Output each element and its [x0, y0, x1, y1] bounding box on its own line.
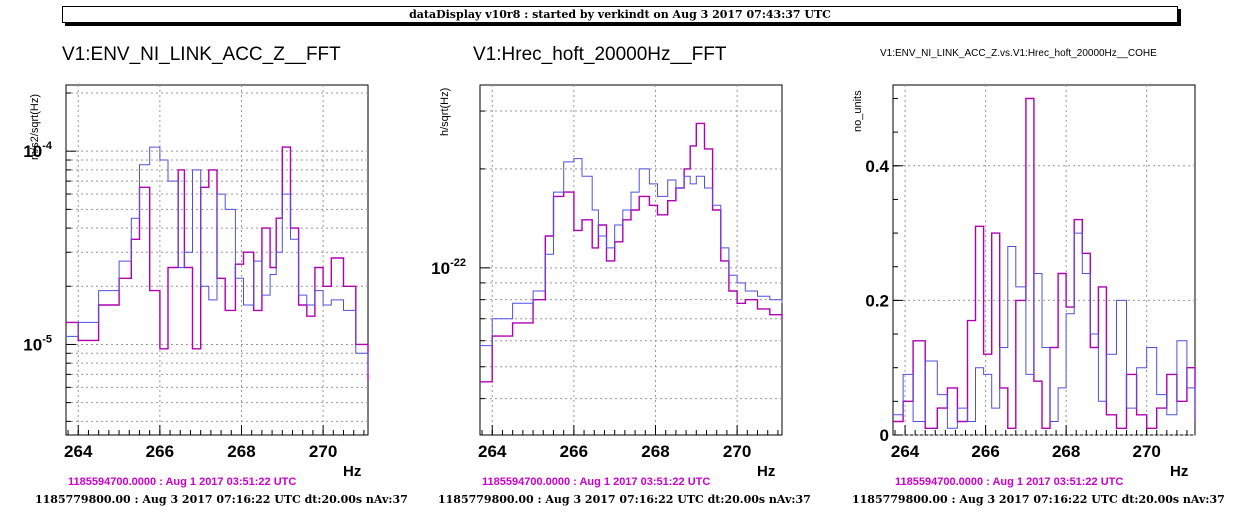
panel-2-x-unit: Hz [757, 463, 775, 480]
panel-2-y-tick-label: 10-22 [431, 257, 466, 278]
panel-2-x-tick-label: 268 [641, 442, 669, 461]
panel-2-current-series [480, 158, 783, 347]
panel-1: V1:ENV_NI_LINK_ACC_Z__FFT m/s2/sqrt(Hz) … [29, 44, 408, 506]
panel-3: V1:ENV_NI_LINK_ACC_Z.vs.V1:Hrec_hoft_200… [852, 48, 1225, 506]
panel-1-current-series [66, 146, 369, 375]
panel-3-frame [892, 84, 1196, 436]
panel-1-reference-legend: 1185594700.0000 : Aug 1 2017 03:51:22 UT… [68, 476, 296, 488]
panel-2-title: V1:Hrec_hoft_20000Hz__FFT [473, 44, 727, 65]
panel-2-y-tick-exponent: -22 [450, 257, 466, 269]
panel-3-x-tick-label: 266 [971, 442, 999, 461]
panel-3-title: V1:ENV_NI_LINK_ACC_Z.vs.V1:Hrec_hoft_200… [880, 48, 1157, 59]
panel-1-y-tick-label: 10-5 [23, 333, 52, 354]
panel-2-frame [479, 84, 783, 436]
panel-3-x-unit: Hz [1170, 463, 1188, 480]
panel-1-title: V1:ENV_NI_LINK_ACC_Z__FFT [62, 44, 341, 65]
panel-2-x-tick-label: 264 [478, 442, 507, 461]
panel-3-x-tick-label: 264 [891, 442, 920, 461]
panel-3-x-tick-label: 270 [1132, 442, 1160, 461]
panel-3-current-series [893, 232, 1196, 429]
panel-3-y-tick-label: 0 [880, 426, 889, 445]
panel-1-x-tick-label: 264 [64, 442, 93, 461]
panel-3-reference-legend: 1185594700.0000 : Aug 1 2017 03:51:22 UT… [895, 476, 1123, 488]
panel-2-reference-series [480, 122, 783, 383]
panel-1-y-tick-exponent: -5 [42, 333, 52, 345]
panel-3-y-axis-label: no_units [852, 90, 864, 132]
panel-1-y-tick-exponent: -4 [42, 140, 53, 152]
plot-layer: 264 266 268 270 10-5 10-4 264 266 268 270 10-22 264… [23, 85, 1196, 461]
panel-1-y-axis-label: m/s2/sqrt(Hz) [29, 94, 41, 160]
panel-3-y-tick-label: 0.2 [865, 291, 889, 310]
window-banner: dataDisplay v10r8 : started by verkindt … [62, 6, 1178, 23]
panel-3-y-tick-label: 0.4 [865, 157, 889, 176]
panel-1-x-unit: Hz [343, 463, 361, 480]
panel-1-frame [65, 84, 369, 436]
panel-1-current-legend: 1185779800.00 : Aug 3 2017 07:16:22 UTC … [35, 493, 408, 506]
panel-1-x-tick-label: 268 [227, 442, 255, 461]
panel-1-y-tick-label: 10-4 [23, 140, 53, 161]
panel-2-current-legend: 1185779800.00 : Aug 3 2017 07:16:22 UTC … [438, 493, 811, 506]
panel-1-x-tick-label: 270 [309, 442, 337, 461]
panel-2-x-tick-label: 266 [560, 442, 588, 461]
panel-3-reference-series [893, 97, 1196, 429]
panel-1-x-tick-label: 266 [146, 442, 174, 461]
panel-3-current-legend: 1185779800.00 : Aug 3 2017 07:16:22 UTC … [852, 493, 1225, 506]
panel-3-x-tick-label: 268 [1052, 442, 1080, 461]
panel-2: V1:Hrec_hoft_20000Hz__FFT h/sqrt(Hz) Hz … [438, 44, 811, 506]
panel-2-reference-legend: 1185594700.0000 : Aug 1 2017 03:51:22 UT… [482, 476, 710, 488]
panel-2-y-axis-label: h/sqrt(Hz) [439, 88, 451, 136]
panel-2-x-tick-label: 270 [723, 442, 751, 461]
panel-1-reference-series [66, 146, 369, 381]
